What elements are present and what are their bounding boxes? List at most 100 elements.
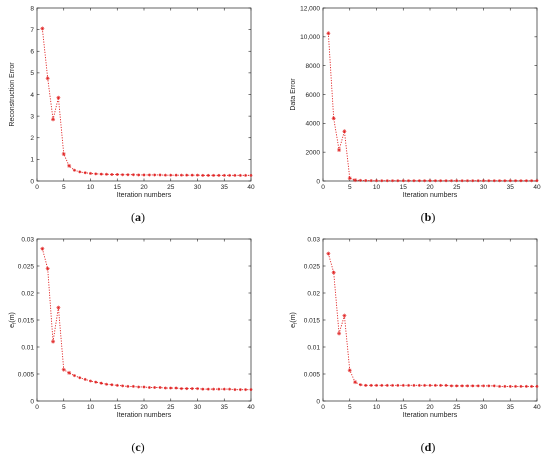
data-point-stroke (460, 384, 464, 388)
data-point (423, 383, 427, 387)
data-point (115, 173, 119, 177)
y-tick-label: 4000 (306, 121, 321, 128)
data-point (423, 179, 427, 183)
data-point (61, 367, 66, 372)
data-point (417, 383, 421, 387)
x-tick-label: 40 (247, 404, 255, 411)
y-axis-label-main: e (290, 324, 297, 328)
data-point (460, 384, 464, 388)
data-point-stroke (56, 96, 61, 100)
y-tick-label: 0.015 (304, 317, 321, 324)
data-point (401, 383, 405, 387)
data-point (131, 173, 135, 177)
x-tick-label: 0 (321, 184, 325, 191)
x-tick-label: 25 (453, 404, 461, 411)
data-point (519, 384, 523, 388)
data-point-stroke (418, 384, 421, 387)
data-point-stroke (391, 179, 394, 182)
data-point (396, 383, 400, 387)
data-point-stroke (62, 368, 66, 372)
data-point (137, 385, 141, 389)
data-point (417, 179, 421, 183)
data-point-stroke (142, 173, 146, 177)
data-point-stroke (196, 387, 199, 390)
data-point-stroke (466, 179, 469, 182)
data-point-stroke (115, 173, 119, 176)
data-point (61, 151, 66, 156)
data-point-stroke (498, 179, 501, 182)
data-point (428, 179, 432, 183)
data-point-stroke (525, 179, 528, 182)
data-point-stroke (471, 179, 475, 182)
data-point (535, 179, 539, 183)
data-point (126, 384, 130, 388)
data-point-stroke (391, 384, 394, 387)
x-tick-label: 15 (114, 184, 122, 191)
data-point-stroke (105, 173, 108, 176)
y-tick-label: 0 (316, 398, 320, 405)
y-tick-label: 6000 (306, 92, 321, 99)
x-tick-label: 5 (62, 404, 66, 411)
y-axis-label: Data Error (290, 78, 297, 111)
x-tick-label: 30 (194, 184, 202, 191)
data-point-stroke (169, 386, 173, 390)
data-point (185, 387, 189, 391)
data-point-stroke (337, 148, 341, 152)
y-axis-label-main: e (9, 324, 16, 328)
y-tick-label: 6 (30, 49, 34, 56)
data-point (337, 148, 342, 153)
data-point-stroke (212, 174, 215, 177)
caption-d: (d) (420, 440, 436, 454)
y-axis-label: Reconstruction Error (9, 62, 16, 127)
data-point-stroke (83, 171, 87, 175)
data-point (89, 379, 92, 383)
data-point-stroke (487, 384, 491, 388)
data-point-stroke (46, 267, 50, 271)
data-point (503, 179, 507, 183)
data-point (369, 383, 373, 387)
y-axis-label-tail: (m) (290, 312, 297, 323)
plot-frame (36, 238, 252, 402)
data-point-stroke (375, 384, 378, 387)
data-point (126, 173, 130, 177)
data-point-stroke (212, 387, 215, 391)
data-point-stroke (508, 179, 512, 182)
data-point (142, 173, 146, 177)
data-point-stroke (326, 251, 330, 256)
data-point (455, 384, 459, 388)
data-point-stroke (380, 384, 384, 387)
data-point (342, 129, 347, 134)
data-point-stroke (169, 173, 173, 177)
x-tick-label: 40 (247, 184, 255, 191)
data-point (347, 176, 352, 181)
data-point-stroke (535, 385, 539, 388)
y-tick-label: 0.03 (21, 236, 34, 243)
data-point (94, 380, 98, 384)
x-tick-label: 35 (507, 404, 515, 411)
y-tick-label: 0.01 (21, 344, 34, 351)
data-point-stroke (482, 179, 485, 182)
caption-c: (c) (131, 440, 145, 454)
data-point-stroke (94, 172, 98, 176)
data-point-stroke (222, 387, 226, 391)
data-point (228, 173, 232, 177)
data-point-stroke (492, 179, 496, 182)
data-point (212, 173, 216, 177)
data-point (179, 173, 183, 177)
data-point (460, 179, 464, 183)
data-point-stroke (40, 247, 44, 251)
x-tick-label: 40 (533, 404, 541, 411)
chart-panel-c: 0 5 10 15 20 25 30 35 40 0 0.005 0.01 0.015 0.02 0.025… (0, 231, 275, 462)
y-tick-label: 1 (30, 157, 34, 164)
data-point-stroke (514, 385, 517, 388)
data-point-stroke (476, 384, 480, 388)
data-point (121, 173, 125, 177)
chart-c-svg: 0 5 10 15 20 25 30 35 40 0 0.005 0.01 0.015 0.02 0.025… (9, 236, 255, 419)
data-point (385, 179, 389, 183)
data-point-stroke (471, 384, 475, 388)
data-point-stroke (137, 385, 140, 389)
data-point-stroke (444, 384, 448, 387)
data-point (396, 179, 400, 183)
data-point-stroke (132, 173, 135, 176)
y-tick-label: 2000 (306, 149, 321, 156)
